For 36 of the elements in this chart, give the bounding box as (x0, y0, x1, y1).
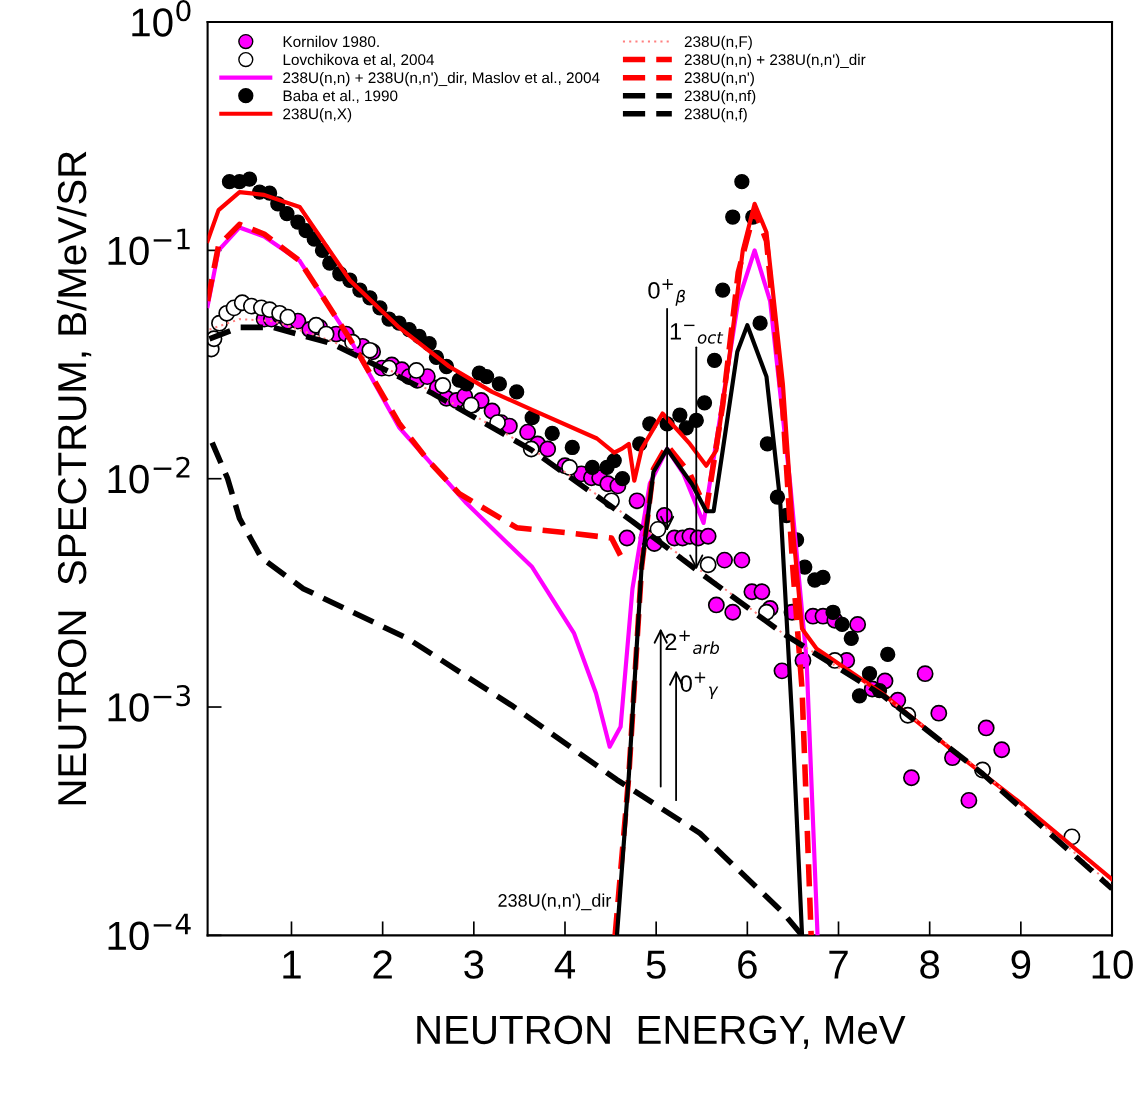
annotation: 238U(n,n')_dir (498, 893, 612, 911)
legend-label: 238U(n,n) + 238U(n,n')_dir, Maslov et al., 2004 (283, 71, 600, 87)
annotation: 1$^{−}$$_{oct}$ (670, 323, 724, 344)
x-tick-label: 7 (829, 950, 848, 979)
x-axis-title: NEUTRON ENERGY, MeV (417, 1015, 906, 1049)
legend-label: 238U(n,n') (684, 71, 754, 87)
annotation: 0$^{+}$$_{β}$ (648, 279, 685, 306)
x-tick-label: 10 (1092, 950, 1133, 979)
point (407, 361, 425, 379)
annotation: 0$^{+}$$_{γ}$ (680, 672, 719, 700)
x-tick-label: 8 (920, 950, 940, 979)
x-tick-label: 3 (464, 950, 484, 979)
x-tick-label: 4 (554, 950, 576, 979)
x-tick-label: 5 (646, 950, 666, 979)
y-axis-title: NEUTRON SPECTRUM, B/MeV/SR (56, 151, 92, 805)
y-tick-label: 10$^{−1}$ (108, 228, 190, 266)
x-tick-label: 1 (283, 950, 301, 979)
point (279, 308, 297, 326)
x-tick-label: 9 (1011, 950, 1031, 979)
legend-label: 238U(n,n) + 238U(n,n')_dir (684, 53, 866, 69)
legend-label: Baba et al., 1990 (283, 89, 398, 104)
y-tick-label: 10$^{−4}$ (108, 913, 191, 951)
y-tick-label: 10$^{−3}$ (108, 684, 190, 722)
point (434, 377, 452, 394)
legend-label: 238U(n,F) (684, 35, 752, 51)
annotation: 2$^{+}$$_{arb}$ (665, 630, 720, 655)
legend-label: 238U(n,f) (684, 108, 747, 123)
x-tick-label: 6 (738, 950, 757, 979)
point (561, 459, 578, 476)
y-tick-label: 10$^{0}$ (132, 0, 191, 37)
y-tick-label: 10$^{−2}$ (108, 456, 190, 494)
legend-label: 238U(n,X) (283, 108, 352, 123)
x-tick-label: 2 (373, 950, 392, 979)
legend-label: 238U(n,nf) (684, 89, 756, 105)
legend-label: Kornilov 1980. (283, 35, 379, 48)
legend-label: Lovchikova et al, 2004 (283, 53, 435, 67)
